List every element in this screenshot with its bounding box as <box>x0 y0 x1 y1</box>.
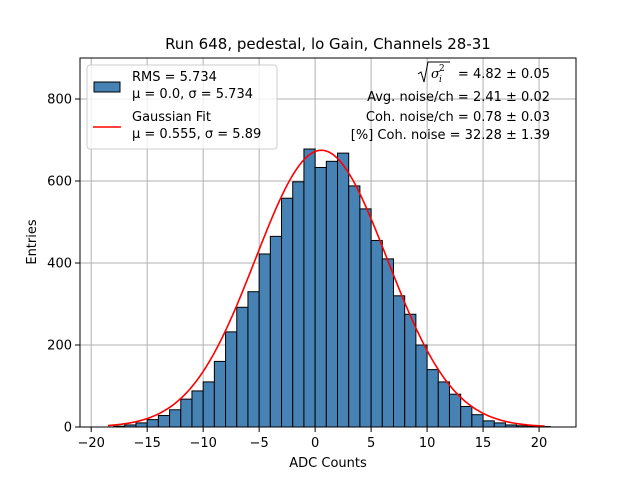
x-tick-label: 15 <box>475 436 492 451</box>
histogram-bar <box>146 419 159 428</box>
histogram-bar <box>460 406 473 428</box>
x-tick-label: −15 <box>133 436 160 451</box>
legend-histogram-swatch <box>93 81 121 93</box>
histogram-bar <box>359 208 372 428</box>
sqrt-sigma-symbol: σ 2 i <box>417 61 450 85</box>
histogram-bar <box>471 414 484 428</box>
histogram-bar <box>415 344 428 428</box>
histogram-bar <box>213 360 227 428</box>
y-tick-label: 200 <box>47 339 72 354</box>
histogram-bar <box>236 306 249 428</box>
x-axis-label: ADC Counts <box>289 456 367 471</box>
noise-annotations: σ 2 i = 4.82 ± 0.05 Avg. noise/ch = 2.41… <box>351 61 550 143</box>
histogram-bar <box>404 313 417 428</box>
histogram-bar <box>292 181 305 428</box>
x-axis-ticks: −20 −15 −10 −5 0 5 10 15 20 <box>77 427 547 451</box>
y-tick-label: 800 <box>47 93 72 108</box>
histogram-bars <box>113 148 551 428</box>
histogram-bar <box>202 381 215 428</box>
x-tick-label: −10 <box>189 436 216 451</box>
histogram-bar <box>482 420 495 428</box>
histogram-bar <box>135 422 148 428</box>
y-tick-label: 0 <box>64 421 72 436</box>
x-tick-label: 5 <box>367 436 375 451</box>
legend-histogram-label: RMS = 5.734 <box>132 70 217 85</box>
histogram-bar <box>493 422 506 428</box>
y-tick-label: 600 <box>47 175 72 190</box>
x-tick-label: 10 <box>419 436 436 451</box>
annotation-avg-noise: Avg. noise/ch = 2.41 ± 0.02 <box>367 90 550 105</box>
legend-fit-stats: μ = 0.555, σ = 5.89 <box>132 127 261 142</box>
histogram-bar <box>314 166 327 428</box>
legend-fit-label: Gaussian Fit <box>132 110 211 125</box>
x-tick-label: 20 <box>531 436 548 451</box>
histogram-bar <box>258 253 271 428</box>
gaussian-fit-layer <box>107 149 545 427</box>
histogram-bar <box>180 398 193 428</box>
histogram-bar <box>303 148 316 428</box>
histogram-bar <box>337 152 350 428</box>
histogram-bar <box>169 409 182 428</box>
histogram-bar <box>381 258 394 428</box>
annotation-coh-noise: Coh. noise/ch = 0.78 ± 0.03 <box>366 110 550 125</box>
annotation-coh-percent: [%] Coh. noise = 32.28 ± 1.39 <box>351 128 550 143</box>
svg-text:i: i <box>439 75 442 85</box>
annotation-sqrt-sigma: = 4.82 ± 0.05 <box>458 67 550 82</box>
histogram-bar <box>157 415 171 428</box>
histogram-bar <box>448 393 462 428</box>
histogram-bar <box>392 295 406 428</box>
histogram-bar <box>247 291 260 428</box>
histogram-bar <box>269 235 283 428</box>
histogram-bar <box>348 185 361 428</box>
chart-title: Run 648, pedestal, lo Gain, Channels 28-… <box>165 35 491 53</box>
y-axis-label: Entries <box>25 219 40 265</box>
legend-histogram-stats: μ = 0.0, σ = 5.734 <box>132 87 253 102</box>
histogram-bar <box>426 369 439 428</box>
svg-text:2: 2 <box>439 64 445 74</box>
legend-box <box>86 64 278 150</box>
y-tick-label: 400 <box>47 257 72 272</box>
x-tick-label: −5 <box>250 436 269 451</box>
y-axis-ticks: 0 200 400 600 800 <box>47 93 80 436</box>
histogram-bar <box>191 390 204 428</box>
histogram-bar <box>325 160 339 428</box>
gaussian-fit-curve <box>107 149 545 427</box>
histogram-bar <box>225 331 238 428</box>
histogram-bar <box>281 197 294 428</box>
histogram-bar <box>370 239 383 428</box>
legend: RMS = 5.734 μ = 0.0, σ = 5.734 Gaussian … <box>86 64 278 150</box>
histogram-bar <box>437 381 450 428</box>
x-tick-label: −20 <box>77 436 104 451</box>
svg-text:σ: σ <box>431 67 441 82</box>
plot-frame <box>79 57 577 428</box>
x-tick-label: 0 <box>311 436 319 451</box>
